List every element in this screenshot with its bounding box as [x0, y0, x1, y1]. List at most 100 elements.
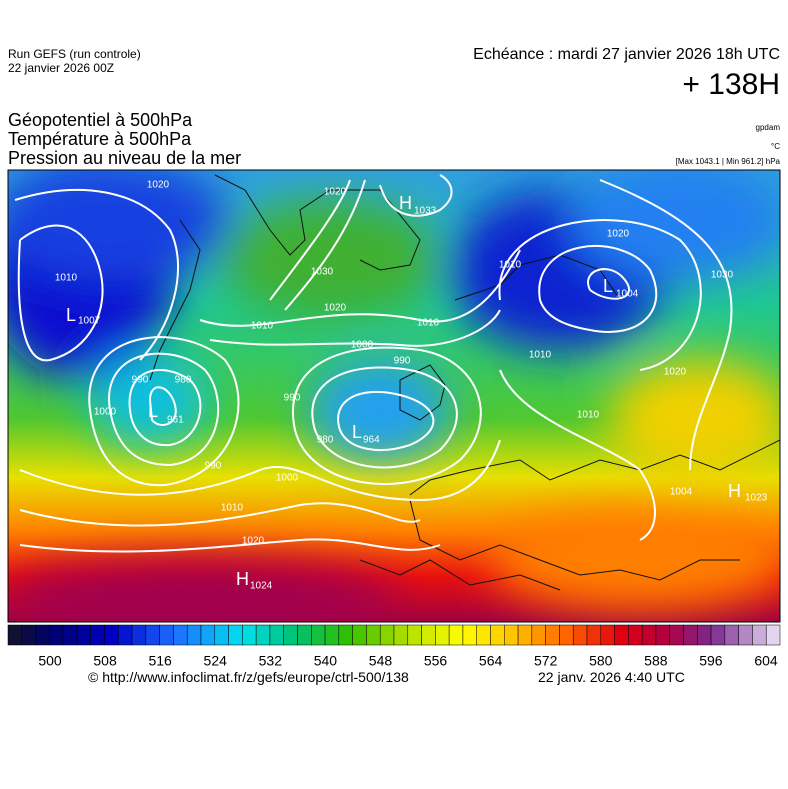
center-letter: H: [399, 193, 412, 213]
center-value: 1007: [78, 316, 101, 327]
center-letter: H: [728, 481, 741, 501]
valid-time: Echéance : mardi 27 janvier 2026 18h UTC: [473, 46, 780, 63]
colorbar-cell: [614, 624, 629, 646]
colorbar-cell: [159, 624, 174, 646]
colorbar-cell: [697, 624, 712, 646]
unit-gpdam: gpdam: [755, 123, 780, 132]
colorbar-cell: [476, 624, 491, 646]
isobar-label: 990: [205, 461, 222, 472]
center-letter: L: [66, 305, 76, 325]
center-value: 1023: [745, 493, 768, 504]
colorbar-cell: [531, 624, 546, 646]
isobar-label: 1010: [577, 410, 600, 421]
colorbar-tick-label: 524: [204, 653, 228, 669]
colorbar-cell: [586, 624, 602, 646]
isobar-label: 1010: [221, 503, 244, 514]
center-letter: H: [236, 569, 249, 589]
colorbar-tick-label: 604: [754, 653, 778, 669]
colorbar-cell: [683, 624, 698, 646]
colorbar-cell: [21, 624, 36, 646]
colorbar-cell: [7, 624, 23, 646]
colorbar-cell: [242, 624, 257, 646]
colorbar-cell: [628, 624, 643, 646]
isobar-label: 1004: [670, 487, 693, 498]
colorbar-cell: [90, 624, 105, 646]
colorbar-cell: [49, 624, 64, 646]
unit-pressure: [Max 1043.1 | Min 961.2] hPa: [675, 157, 780, 166]
center-letter: L: [148, 401, 158, 421]
isobar-label: 990: [132, 375, 149, 386]
center-value: 1004: [616, 289, 639, 300]
isobar-label: 1020: [664, 367, 687, 378]
center-value: 1033: [414, 206, 437, 217]
isobar-label: 1020: [324, 187, 347, 198]
center-letter: L: [352, 422, 362, 442]
colorbar-tick-label: 580: [589, 653, 613, 669]
isobar-label: 1010: [499, 260, 522, 271]
title-geopotential: Géopotentiel à 500hPa: [8, 110, 193, 130]
colorbar-cell: [62, 624, 78, 646]
isobar-label: 990: [394, 356, 411, 367]
colorbar-cell: [173, 624, 188, 646]
colorbar-cell: [297, 624, 312, 646]
colorbar-cell: [186, 624, 202, 646]
colorbar-cell: [145, 624, 160, 646]
colorbar-cell: [504, 624, 519, 646]
isobar-label: 1010: [251, 321, 274, 332]
colorbar-cell: [435, 624, 450, 646]
colorbar-cell: [35, 624, 50, 646]
unit-celsius: °C: [771, 142, 780, 151]
colorbar-cell: [352, 624, 367, 646]
colorbar-tick-label: 556: [424, 653, 448, 669]
colorbar-tick-label: 548: [369, 653, 393, 669]
colorbar-cell: [421, 624, 436, 646]
colorbar-cell: [118, 624, 133, 646]
colorbar-cell: [545, 624, 560, 646]
colorbar-cell: [269, 624, 284, 646]
isobar-label: 1010: [55, 273, 78, 284]
colorbar-cell: [517, 624, 533, 646]
colorbar-cell: [104, 624, 119, 646]
colorbar-tick-label: 596: [699, 653, 723, 669]
colorbar-tick-label: 540: [314, 653, 338, 669]
colorbar-cell: [255, 624, 271, 646]
isobar-label: 1000: [94, 407, 117, 418]
colorbar-tick-label: 532: [259, 653, 283, 669]
colorbar-cell: [379, 624, 395, 646]
map-field: [8, 170, 780, 622]
colorbar-cell: [393, 624, 409, 646]
colorbar-cell: [324, 624, 340, 646]
colorbar-tick-label: 588: [644, 653, 668, 669]
isobar-label: 1030: [711, 270, 734, 281]
center-value: 961: [167, 415, 184, 426]
colorbar-cell: [448, 624, 464, 646]
colorbar-cell: [462, 624, 477, 646]
colorbar-cell: [765, 624, 781, 646]
lead-time: + 138H: [682, 68, 780, 101]
isobar-label: 1020: [324, 303, 347, 314]
center-value: 1024: [250, 581, 273, 592]
colorbar-cell: [131, 624, 147, 646]
colorbar-cell: [669, 624, 684, 646]
isobar-label: 1020: [607, 229, 630, 240]
isobar-label: 1000: [351, 340, 374, 351]
generated-time: 22 janv. 2026 4:40 UTC: [538, 669, 685, 685]
title-pressure: Pression au niveau de la mer: [8, 148, 242, 168]
colorbar-cell: [572, 624, 588, 646]
colorbar-cell: [655, 624, 670, 646]
title-temperature: Température à 500hPa: [8, 129, 192, 149]
colorbar-cell: [283, 624, 298, 646]
isobar-label: 980: [317, 435, 334, 446]
isobar-label: 1020: [147, 180, 170, 191]
isobar-label: 1010: [529, 350, 552, 361]
colorbar-cell: [407, 624, 422, 646]
colorbar-tick-label: 572: [534, 653, 558, 669]
isobar-label: 1030: [311, 267, 334, 278]
colorbar-cell: [559, 624, 574, 646]
colorbar-cell: [338, 624, 353, 646]
colorbar-cell: [490, 624, 505, 646]
isobar-label: 990: [284, 393, 301, 404]
pressure-centers: L 1007 L 961 L 964 H 1033 L 1004 H 1023 …: [66, 193, 768, 592]
colorbar-cell: [641, 624, 657, 646]
